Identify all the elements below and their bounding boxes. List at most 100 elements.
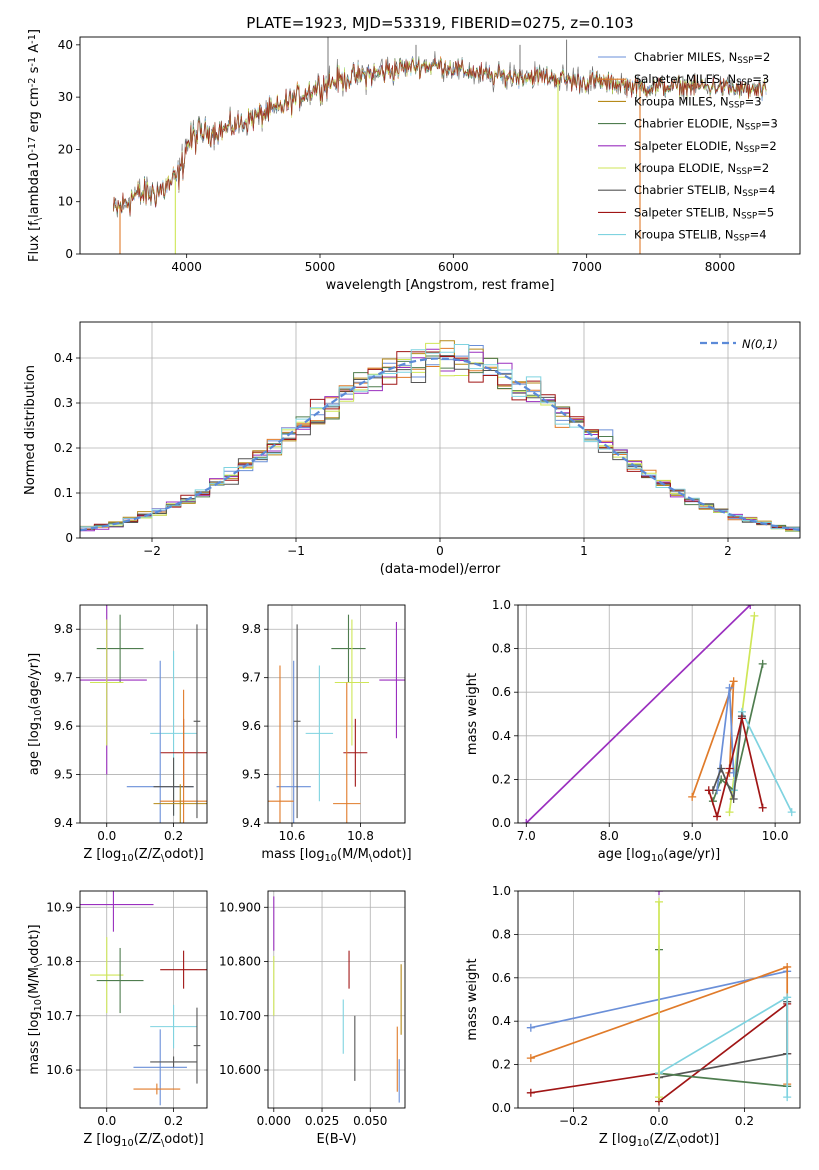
- legend-label-kroupa_elodie: Kroupa ELODIE, NSSP=2: [634, 161, 769, 177]
- x-axis-label-part: (age/yr)]: [663, 847, 720, 862]
- series-marker-salpeter_miles: [783, 962, 792, 971]
- y-axis-label-part: mass weight: [465, 673, 480, 755]
- spectrum-line-salpeter_miles: [113, 55, 767, 213]
- series-marker-kroupa_stelib: [787, 808, 796, 817]
- series-line-kroupa_stelib: [658, 995, 789, 1098]
- x-tick-label: 0.0: [97, 1114, 116, 1128]
- y-axis-label-part: ]: [27, 29, 42, 34]
- y-tick-label: 0.1: [54, 486, 73, 500]
- y-axis-label: mass [log10(M/M\odot)]: [27, 924, 44, 1074]
- axes-frame: [79, 321, 801, 539]
- legend-label-salpeter_stelib-part: SSP: [741, 212, 757, 222]
- plot-area: [273, 896, 402, 1103]
- axes-frame: [517, 890, 801, 1109]
- x-axis-label: age [log10(age/yr)]: [598, 847, 721, 864]
- legend-histogram: N(0,1): [700, 337, 778, 351]
- legend-label-salpeter_miles-part: Salpeter MILES, N: [634, 72, 736, 86]
- x-tick-label: 0.2: [164, 829, 183, 843]
- y-tick-label: 0.2: [54, 441, 73, 455]
- y-axis-label-part: \: [33, 217, 44, 221]
- y-axis-label: Flux [f\lambda10-17 erg cm-2 s-1 A-1]: [27, 29, 44, 262]
- series-marker-salpeter_miles: [729, 677, 738, 686]
- series-marker-chabrier_miles: [526, 1023, 535, 1032]
- x-tick-label: 0.2: [164, 1114, 183, 1128]
- series-marker-kroupa_stelib: [783, 993, 792, 1002]
- x-axis-label-part: 10: [121, 1138, 133, 1149]
- y-axis-label: Normed distribution: [23, 365, 38, 495]
- y-axis-label: age [log10(age/yr)]: [27, 653, 44, 776]
- y-axis-label-part: erg cm: [27, 87, 42, 136]
- y-axis-label-part: 10: [33, 999, 44, 1011]
- series-marker-salpeter_stelib: [725, 764, 734, 773]
- legend-label-kroupa_stelib-part: Kroupa STELIB, N: [634, 228, 734, 242]
- x-axis-label: Z [log10(Z/Z\odot)]: [83, 1132, 203, 1149]
- x-tick-label: 1: [580, 544, 588, 558]
- x-axis-label-part: (data-model)/error: [380, 562, 501, 577]
- legend-label-kroupa_stelib-part: SSP: [734, 234, 750, 244]
- y-tick-label: 10.900: [219, 900, 261, 914]
- y-tick-label: 0.4: [492, 1014, 511, 1028]
- y-tick-label: 1.0: [492, 884, 511, 898]
- x-tick-label: 0.0: [97, 829, 116, 843]
- y-axis-label-part: A: [27, 44, 42, 57]
- x-axis-label-part: 10: [121, 853, 133, 864]
- y-axis-label: mass weight: [465, 673, 480, 755]
- y-axis-label-part: (M/M: [27, 967, 42, 999]
- y-tick-label: 0.8: [492, 642, 511, 656]
- legend-label-chabrier_elodie-part: SSP: [745, 123, 761, 133]
- legend-label-chabrier_elodie-part: =3: [761, 117, 778, 131]
- y-axis-label-part: 10: [33, 710, 44, 722]
- series-line-kroupa_stelib: [732, 708, 793, 813]
- x-axis-label-part: 10: [325, 853, 337, 864]
- y-axis-label-part: -2: [27, 77, 38, 87]
- panel-weight_vs_Z: −0.2 0.0 0.2 0.0 0.2 0.4 0.6 0.8 1.0 Z [log10(Z/Z…: [465, 884, 801, 1149]
- y-tick-label: 0: [65, 247, 73, 261]
- figure-title: PLATE=1923, MJD=53319, FIBERID=0275, z=0…: [246, 14, 633, 32]
- plot-area: [80, 605, 207, 823]
- x-tick-label: 5000: [305, 260, 336, 274]
- axes-frame: [79, 36, 801, 255]
- x-tick-label: 7000: [571, 260, 602, 274]
- x-axis-label-part: Z [log: [83, 847, 121, 862]
- y-axis-label-part: mass [log: [27, 1011, 42, 1074]
- panel-weight_vs_age: 7.0 8.0 9.0 10.0 0.0 0.2 0.4 0.6 0.8 1.0 age [log1…: [465, 598, 801, 864]
- y-axis-label-part: age [log: [27, 722, 42, 775]
- x-axis-label-part: odot)]: [164, 847, 203, 862]
- x-tick-label: 7.0: [517, 829, 536, 843]
- legend-label-kroupa_miles-part: Kroupa MILES, N: [634, 94, 729, 108]
- y-tick-label: 10.600: [219, 1063, 261, 1077]
- legend-label-kroupa_elodie-part: SSP: [736, 167, 752, 177]
- x-tick-label: 6000: [438, 260, 469, 274]
- x-axis-label-part: 10: [651, 853, 663, 864]
- x-axis-label-part: (Z/Z: [134, 847, 161, 862]
- plot-area: [522, 605, 796, 823]
- series-line-chabrier_stelib: [712, 716, 743, 800]
- series-marker-salpeter_stelib: [526, 1088, 535, 1097]
- x-axis-label-part: \: [161, 1138, 165, 1149]
- axes-frame: [79, 604, 208, 824]
- y-tick-label: 0.6: [492, 971, 511, 985]
- y-tick-label: 9.6: [54, 719, 73, 733]
- y-tick-label: 0.2: [492, 772, 511, 786]
- x-tick-label: 10.0: [762, 829, 789, 843]
- legend-label-normal: N(0,1): [742, 337, 778, 351]
- y-tick-label: 10.800: [219, 955, 261, 969]
- x-tick-label: 10.6: [279, 829, 306, 843]
- legend-label-chabrier_stelib-part: =4: [758, 183, 775, 197]
- y-tick-label: 10.7: [46, 1009, 73, 1023]
- legend-label-salpeter_stelib: Salpeter STELIB, NSSP=5: [634, 205, 774, 221]
- legend-label-kroupa_elodie-part: Kroupa ELODIE, N: [634, 161, 736, 175]
- x-axis-label-part: odot)]: [164, 1132, 203, 1147]
- series-marker-salpeter_elodie: [746, 605, 755, 609]
- legend-label-kroupa_miles-part: =3: [745, 94, 762, 108]
- legend-label-chabrier_elodie-part: Chabrier ELODIE, N: [634, 117, 745, 131]
- x-axis-label-part: age [log: [598, 847, 651, 862]
- x-tick-label: 0: [436, 544, 444, 558]
- series-marker-chabrier_stelib: [717, 764, 726, 773]
- series-marker-salpeter_elodie: [655, 891, 663, 895]
- series-marker-kroupa_elodie: [725, 808, 734, 817]
- y-axis-label-part: Flux [f: [27, 221, 42, 262]
- x-axis-label-part: wavelength [Angstrom, rest frame]: [326, 278, 555, 293]
